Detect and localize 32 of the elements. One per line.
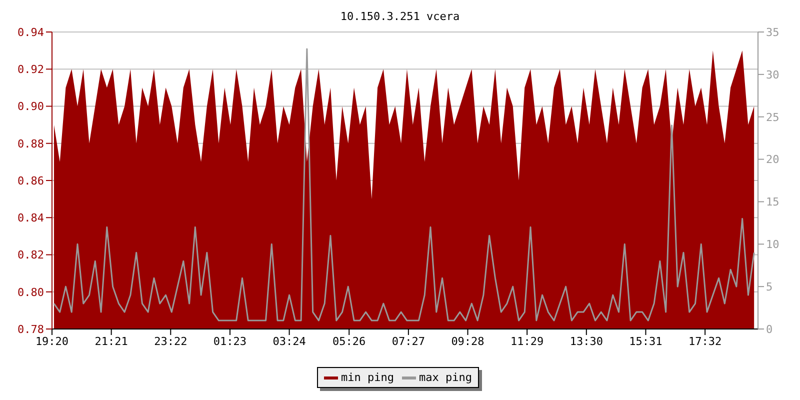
y-tick-label: 0.84 [18, 212, 44, 225]
y2-tick-label: 0 [766, 322, 773, 336]
x-tick-label: 15:31 [629, 334, 662, 348]
y-tick-label: 0.90 [18, 100, 44, 114]
x-tick-label: 03:24 [272, 334, 306, 348]
y-tick-label: 0.82 [18, 248, 44, 262]
legend-label: max ping [419, 371, 472, 384]
y-tick-label: 0.94 [18, 26, 44, 39]
y-tick-label: 0.86 [18, 174, 44, 188]
y-tick-label: 0.88 [18, 137, 44, 150]
y2-tick-label: 5 [766, 280, 773, 294]
x-tick-label: 01:23 [213, 334, 247, 348]
y-tick-label: 0.80 [18, 286, 44, 299]
y2-tick-label: 25 [766, 110, 780, 124]
x-tick-label: 13:30 [570, 334, 603, 348]
y2-tick-label: 35 [766, 26, 780, 39]
x-tick-label: 09:28 [451, 334, 484, 348]
y2-tick-label: 10 [766, 238, 780, 252]
y2-tick-label: 20 [766, 153, 780, 166]
y2-tick-label: 30 [766, 68, 780, 82]
x-tick-label: 07:27 [392, 334, 425, 348]
chart-title: 10.150.3.251 vcera [339, 9, 461, 25]
y2-tick-label: 15 [766, 196, 780, 209]
legend-label: min ping [341, 371, 394, 384]
x-tick-label: 19:20 [35, 334, 69, 348]
y-tick-label: 0.78 [18, 322, 44, 336]
y-tick-label: 0.92 [18, 63, 44, 76]
x-tick-label: 23:22 [154, 334, 188, 348]
x-tick-label: 21:21 [94, 334, 128, 348]
x-tick-label: 05:26 [332, 334, 366, 348]
x-tick-label: 17:32 [688, 334, 722, 348]
x-tick-label: 11:29 [510, 334, 544, 348]
